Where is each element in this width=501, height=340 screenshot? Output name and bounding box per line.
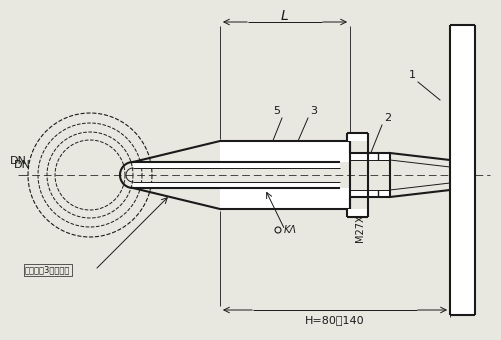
Polygon shape (133, 162, 340, 168)
Polygon shape (347, 133, 368, 141)
Text: 5: 5 (273, 106, 280, 116)
Polygon shape (350, 190, 390, 197)
Text: H=80，140: H=80，140 (305, 315, 365, 325)
Polygon shape (133, 182, 340, 188)
Text: KΛ: KΛ (284, 225, 297, 235)
Polygon shape (450, 25, 475, 315)
Text: 2: 2 (384, 113, 391, 123)
Text: L: L (281, 9, 289, 23)
Text: M27X2: M27X2 (355, 208, 365, 242)
Text: DN: DN (14, 160, 31, 170)
Text: 1: 1 (409, 70, 416, 80)
Text: 根据管号3尺寸确定: 根据管号3尺寸确定 (25, 266, 70, 274)
Polygon shape (220, 188, 350, 209)
Text: 3: 3 (310, 106, 317, 116)
Text: DN: DN (10, 156, 27, 166)
Polygon shape (347, 209, 368, 217)
Polygon shape (350, 153, 390, 160)
Polygon shape (220, 141, 350, 162)
